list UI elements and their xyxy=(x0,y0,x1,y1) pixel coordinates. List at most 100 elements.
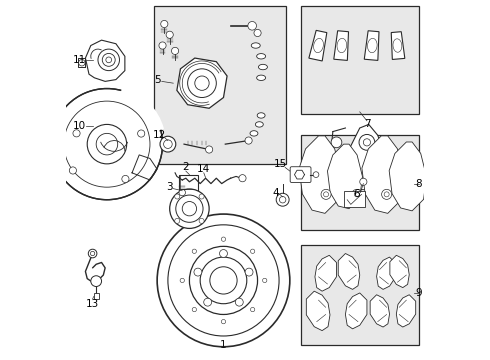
Circle shape xyxy=(205,146,213,153)
Polygon shape xyxy=(377,257,396,289)
Circle shape xyxy=(382,189,392,199)
Circle shape xyxy=(161,21,168,28)
Polygon shape xyxy=(389,142,426,211)
Bar xyxy=(94,293,98,299)
Circle shape xyxy=(360,178,367,185)
Circle shape xyxy=(87,125,126,164)
Circle shape xyxy=(250,249,255,253)
Circle shape xyxy=(200,257,247,304)
Polygon shape xyxy=(327,144,363,209)
Circle shape xyxy=(245,268,253,276)
Circle shape xyxy=(106,57,112,63)
Circle shape xyxy=(138,130,145,137)
Polygon shape xyxy=(370,295,390,327)
Bar xyxy=(300,135,419,230)
Ellipse shape xyxy=(255,122,263,127)
Circle shape xyxy=(195,76,209,90)
Circle shape xyxy=(313,172,319,177)
Text: 1: 1 xyxy=(220,340,227,350)
Text: 2: 2 xyxy=(182,162,189,172)
Ellipse shape xyxy=(251,43,260,48)
Text: 12: 12 xyxy=(153,130,166,140)
Circle shape xyxy=(166,31,173,39)
Polygon shape xyxy=(391,32,405,59)
Circle shape xyxy=(355,174,371,190)
Circle shape xyxy=(321,189,331,199)
Text: 11: 11 xyxy=(73,55,86,65)
Text: 6: 6 xyxy=(353,189,360,199)
Circle shape xyxy=(170,189,209,228)
Circle shape xyxy=(248,22,256,30)
Circle shape xyxy=(384,192,389,197)
Circle shape xyxy=(172,47,179,54)
Bar xyxy=(179,175,198,196)
Polygon shape xyxy=(306,291,330,330)
Circle shape xyxy=(250,307,255,312)
Circle shape xyxy=(192,249,196,253)
Circle shape xyxy=(91,251,95,256)
Circle shape xyxy=(194,268,202,276)
Bar xyxy=(300,244,419,345)
Ellipse shape xyxy=(257,54,266,59)
Polygon shape xyxy=(390,255,409,288)
Ellipse shape xyxy=(257,75,266,81)
Polygon shape xyxy=(362,136,404,213)
Circle shape xyxy=(276,193,289,206)
Circle shape xyxy=(221,237,225,241)
Circle shape xyxy=(175,194,180,199)
Circle shape xyxy=(331,137,342,148)
Polygon shape xyxy=(85,40,125,81)
FancyBboxPatch shape xyxy=(290,167,311,183)
Circle shape xyxy=(220,249,227,257)
Circle shape xyxy=(204,298,212,306)
Circle shape xyxy=(254,30,261,37)
Circle shape xyxy=(245,137,252,144)
Circle shape xyxy=(157,214,290,347)
Circle shape xyxy=(51,89,163,200)
Text: 7: 7 xyxy=(364,120,370,129)
Circle shape xyxy=(263,278,267,283)
Polygon shape xyxy=(345,293,367,329)
Text: 3: 3 xyxy=(167,182,173,192)
Circle shape xyxy=(91,276,101,287)
Text: 14: 14 xyxy=(197,164,210,174)
Polygon shape xyxy=(315,255,337,291)
Text: 9: 9 xyxy=(416,288,422,298)
Circle shape xyxy=(182,202,196,216)
Text: 13: 13 xyxy=(86,299,99,309)
Text: 15: 15 xyxy=(274,159,288,169)
Circle shape xyxy=(98,49,120,71)
Circle shape xyxy=(323,192,329,197)
Polygon shape xyxy=(334,31,348,60)
Circle shape xyxy=(176,195,203,222)
Bar xyxy=(153,6,286,164)
Circle shape xyxy=(96,134,118,155)
Circle shape xyxy=(88,249,97,258)
Ellipse shape xyxy=(250,131,258,136)
Circle shape xyxy=(279,197,286,203)
Circle shape xyxy=(199,219,204,223)
Text: 10: 10 xyxy=(73,121,86,131)
Ellipse shape xyxy=(258,64,268,70)
Polygon shape xyxy=(396,295,416,327)
Circle shape xyxy=(175,219,180,223)
Text: 4: 4 xyxy=(272,188,279,198)
Circle shape xyxy=(122,175,129,183)
Circle shape xyxy=(239,175,246,182)
Polygon shape xyxy=(309,30,327,61)
Circle shape xyxy=(180,278,184,283)
Text: 5: 5 xyxy=(154,75,161,85)
Circle shape xyxy=(190,246,258,315)
Circle shape xyxy=(235,298,243,306)
Ellipse shape xyxy=(257,113,265,118)
Circle shape xyxy=(69,167,76,174)
Bar xyxy=(300,6,419,114)
Polygon shape xyxy=(343,125,385,196)
Circle shape xyxy=(352,189,362,199)
Circle shape xyxy=(159,42,166,49)
Circle shape xyxy=(192,307,196,312)
Circle shape xyxy=(102,53,115,66)
Text: 8: 8 xyxy=(416,179,422,189)
Circle shape xyxy=(199,194,204,199)
Circle shape xyxy=(179,189,186,196)
